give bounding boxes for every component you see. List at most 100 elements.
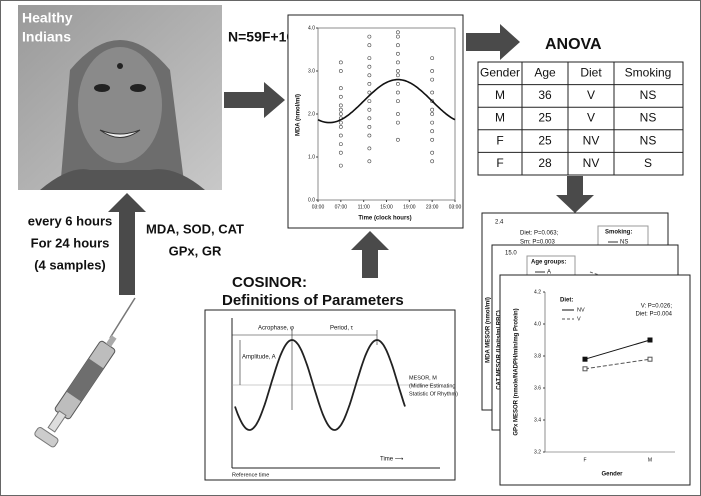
- cosinor-fit: [317, 78, 456, 124]
- data-point: [338, 69, 343, 73]
- data-point: [430, 129, 435, 134]
- y-tick-label: 3.4: [534, 417, 541, 423]
- y-tick-label: 4.0: [534, 321, 541, 327]
- cosinor-label: Amplitude, A: [242, 355, 276, 361]
- y-axis-label: MDA (nmol/ml): [296, 94, 302, 136]
- markers-text: MDA, SOD, CAT: [146, 221, 244, 236]
- data-point: [430, 120, 435, 125]
- photo-label: Indians: [22, 29, 71, 45]
- x-tick-label: 11:00: [358, 204, 370, 210]
- cosinor-label: Acrophase, φ: [258, 326, 294, 332]
- y-tick-label: 0.0: [308, 197, 315, 203]
- data-point: [367, 64, 372, 69]
- data-point: [338, 163, 343, 168]
- y-tick-label: 4.2: [534, 289, 541, 295]
- photo: Healthy Indians: [18, 5, 222, 190]
- sampling-text: every 6 hours: [28, 213, 113, 228]
- data-point: [338, 142, 343, 147]
- y-tick-label: 2.0: [308, 111, 315, 117]
- tick-label: 2.4: [495, 220, 504, 226]
- data-point: [338, 120, 343, 125]
- series-line: [584, 339, 651, 360]
- y-tick-label: 4.0: [308, 25, 315, 31]
- cosinor-schematic: [231, 318, 440, 469]
- legend-title: Smoking:: [605, 230, 632, 236]
- legend-item: NV: [577, 307, 585, 313]
- y-tick-label: 1.0: [308, 154, 315, 160]
- result-card: [499, 274, 691, 486]
- legend-item: V: [577, 316, 581, 322]
- data-point: [430, 159, 435, 164]
- y-tick-label: 3.0: [308, 68, 315, 74]
- table-cell: M: [495, 88, 505, 102]
- data-point: [582, 366, 588, 372]
- data-point: [367, 99, 372, 104]
- arrow: [466, 24, 520, 60]
- cosinor-title: Definitions of Parameters: [222, 292, 404, 309]
- cosinor-title: COSINOR:: [232, 274, 307, 291]
- table-header: Gender: [480, 65, 520, 79]
- table-header: Smoking: [625, 65, 672, 79]
- data-point: [367, 159, 372, 164]
- legend-item: NS: [620, 240, 628, 246]
- cosinor-label: (Midline Estimating: [409, 383, 455, 389]
- table-cell: NV: [583, 133, 600, 147]
- data-point: [430, 69, 435, 73]
- y-axis-label: MDA MESOR (nmol/ml): [486, 297, 492, 363]
- data-point: [367, 125, 372, 129]
- data-point: [430, 112, 435, 116]
- data-point: [338, 86, 343, 91]
- stats-text: Diet: P=0.063;: [520, 231, 559, 237]
- y-axis-label: GPx MESOR (nmole/NADPH/min/mg Protein): [514, 308, 520, 435]
- data-point: [430, 77, 435, 82]
- data-point: [647, 356, 653, 362]
- data-point: [430, 99, 435, 104]
- table-cell: NV: [583, 156, 600, 170]
- anova-table: Gender Age Diet Smoking M 36 V NS M 25 V NS F 25 NV NS F…: [477, 61, 684, 176]
- data-point: [430, 137, 435, 142]
- data-point: [338, 133, 343, 138]
- data-point: [396, 82, 400, 86]
- x-tick-label: M: [648, 457, 652, 463]
- data-point: [430, 107, 435, 112]
- data-point: [396, 30, 400, 35]
- x-tick-label: 19:00: [403, 204, 416, 210]
- data-point: [367, 133, 372, 138]
- x-tick-label: F: [583, 457, 586, 463]
- rhythm-card: [287, 14, 464, 229]
- y-tick-label: 3.6: [534, 385, 541, 391]
- data-point: [367, 107, 372, 112]
- table-cell: 36: [538, 88, 552, 102]
- data-point: [367, 82, 372, 86]
- markers-text: GPx, GR: [169, 243, 222, 258]
- data-point: [338, 94, 343, 99]
- table-cell: F: [496, 156, 503, 170]
- data-point: [338, 103, 343, 108]
- data-point: [396, 60, 400, 65]
- table-cell: M: [495, 111, 505, 125]
- x-axis-label: Gender: [601, 472, 623, 478]
- stats-text: Diet: P=0.004: [635, 312, 672, 318]
- data-point: [430, 150, 435, 155]
- data-point: [338, 125, 343, 129]
- stats-text: V: P=0.026;: [641, 304, 673, 310]
- cosinor-label: MESOR, M: [409, 375, 437, 381]
- data-point: [396, 90, 400, 95]
- x-tick-label: 15:00: [380, 204, 393, 210]
- sampling-text: For 24 hours: [31, 235, 110, 250]
- data-point: [367, 34, 372, 39]
- data-point: [367, 116, 372, 121]
- legend-item: A: [547, 270, 551, 276]
- table-cell: NS: [640, 133, 657, 147]
- data-point: [396, 43, 400, 48]
- legend-title: Diet:: [560, 298, 573, 304]
- data-point: [367, 90, 372, 95]
- table-cell: NS: [640, 88, 657, 102]
- x-tick-label: 07:00: [335, 204, 348, 210]
- table-cell: 25: [538, 111, 552, 125]
- table-cell: F: [496, 133, 503, 147]
- data-point: [396, 51, 400, 56]
- series-line: [584, 358, 651, 370]
- y-tick-label: 3.8: [534, 353, 541, 359]
